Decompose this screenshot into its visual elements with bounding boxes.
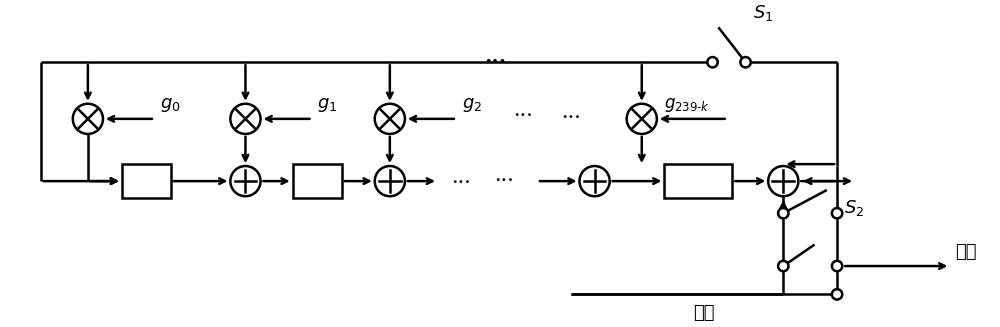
Circle shape [707,57,718,67]
Circle shape [230,104,261,134]
Circle shape [832,208,842,218]
Circle shape [375,166,405,196]
Circle shape [579,166,610,196]
Bar [122,164,171,198]
Circle shape [778,208,788,218]
Text: $g_1$: $g_1$ [317,96,337,114]
Text: $g_0$: $g_0$ [160,96,180,114]
Circle shape [832,261,842,271]
Circle shape [375,104,405,134]
Circle shape [740,57,751,67]
Text: ···: ··· [452,174,471,193]
Circle shape [778,261,788,271]
Text: $g_{239\text{-}k}$: $g_{239\text{-}k}$ [664,96,710,114]
Text: 输出: 输出 [955,243,977,261]
Text: $S_1$: $S_1$ [753,3,773,23]
Text: $R_1$: $R_1$ [306,171,328,191]
Text: ···: ··· [484,52,507,72]
Text: $S_2$: $S_2$ [844,198,864,218]
Circle shape [832,289,842,300]
Text: 输入: 输入 [693,304,715,322]
Circle shape [627,104,657,134]
Text: $g_2$: $g_2$ [462,96,482,114]
Text: ···: ··· [561,109,581,129]
Bar [293,164,342,198]
Bar [664,164,732,198]
Text: ···: ··· [513,108,533,127]
Text: $R_0$: $R_0$ [136,171,157,191]
Text: $R_{239\text{-}k}$: $R_{239\text{-}k}$ [675,171,722,191]
Circle shape [768,166,798,196]
Text: ···: ··· [494,172,514,191]
Circle shape [230,166,261,196]
Circle shape [73,104,103,134]
